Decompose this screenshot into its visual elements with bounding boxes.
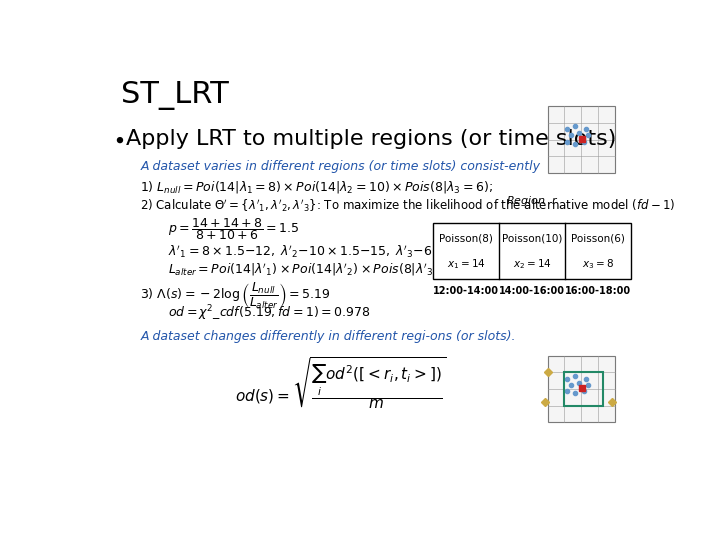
Text: 12:00-14:00: 12:00-14:00 bbox=[433, 286, 499, 296]
Text: $od = \chi^2\_cdf(5.19, fd = 1) = 0.978$: $od = \chi^2\_cdf(5.19, fd = 1) = 0.978$ bbox=[168, 304, 370, 323]
Text: $x_3{=}8$: $x_3{=}8$ bbox=[582, 258, 614, 272]
Text: Poisson(10): Poisson(10) bbox=[502, 233, 562, 243]
Text: A dataset changes differently in different regi-ons (or slots).: A dataset changes differently in differe… bbox=[140, 330, 516, 343]
Text: $p = \dfrac{14+14+8}{8+10+6} = 1.5$: $p = \dfrac{14+14+8}{8+10+6} = 1.5$ bbox=[168, 217, 300, 242]
Text: $x_1{=}14$: $x_1{=}14$ bbox=[447, 258, 485, 272]
Text: 2) Calculate $\Theta' = \{\lambda'_1, \lambda'_2, \lambda'_3\}$: To maximize the: 2) Calculate $\Theta' = \{\lambda'_1, \l… bbox=[140, 197, 676, 214]
FancyBboxPatch shape bbox=[433, 223, 631, 279]
Text: $L_{alter} = Poi(14|\lambda'_1) \times Poi(14|\lambda'_2) \times Pois(8|\lambda': $L_{alter} = Poi(14|\lambda'_1) \times P… bbox=[168, 261, 442, 278]
Text: $\lambda'_1 = 8\times1.5{-}12,\; \lambda'_2{-}10\times1.5{-}15,\; \lambda'_3{-}6: $\lambda'_1 = 8\times1.5{-}12,\; \lambda… bbox=[168, 244, 490, 260]
Text: 16:00-18:00: 16:00-18:00 bbox=[565, 286, 631, 296]
Bar bbox=[548, 106, 615, 173]
Text: $od(s) = \sqrt{\dfrac{\sum_i od^2([< r_i, t_i >])}{m}}$: $od(s) = \sqrt{\dfrac{\sum_i od^2([< r_i… bbox=[235, 356, 447, 412]
Bar bbox=[548, 356, 615, 422]
Text: ST_LRT: ST_LRT bbox=[121, 82, 228, 111]
Text: 14:00-16:00: 14:00-16:00 bbox=[499, 286, 565, 296]
Text: Poisson(6): Poisson(6) bbox=[571, 233, 625, 243]
Text: 1) $L_{null} = Poi(14|\lambda_1 = 8) \times Poi(14|\lambda_2 = 10) \times Pois(8: 1) $L_{null} = Poi(14|\lambda_1 = 8) \ti… bbox=[140, 179, 493, 195]
Text: A dataset varies in different regions (or time slots) consist-ently: A dataset varies in different regions (o… bbox=[140, 160, 540, 173]
Text: $x_2{=}14$: $x_2{=}14$ bbox=[513, 258, 552, 272]
Text: Region  $r$: Region $r$ bbox=[506, 194, 559, 208]
Text: Apply LRT to multiple regions (or time slots): Apply LRT to multiple regions (or time s… bbox=[126, 129, 616, 149]
Text: Poisson(8): Poisson(8) bbox=[439, 233, 493, 243]
Text: $\bullet$: $\bullet$ bbox=[112, 129, 125, 149]
Text: 3) $\Lambda(s) = -2\log\left(\dfrac{L_{null}}{L_{alter}}\right) = 5.19$: 3) $\Lambda(s) = -2\log\left(\dfrac{L_{n… bbox=[140, 281, 330, 311]
Bar bbox=[564, 373, 603, 406]
